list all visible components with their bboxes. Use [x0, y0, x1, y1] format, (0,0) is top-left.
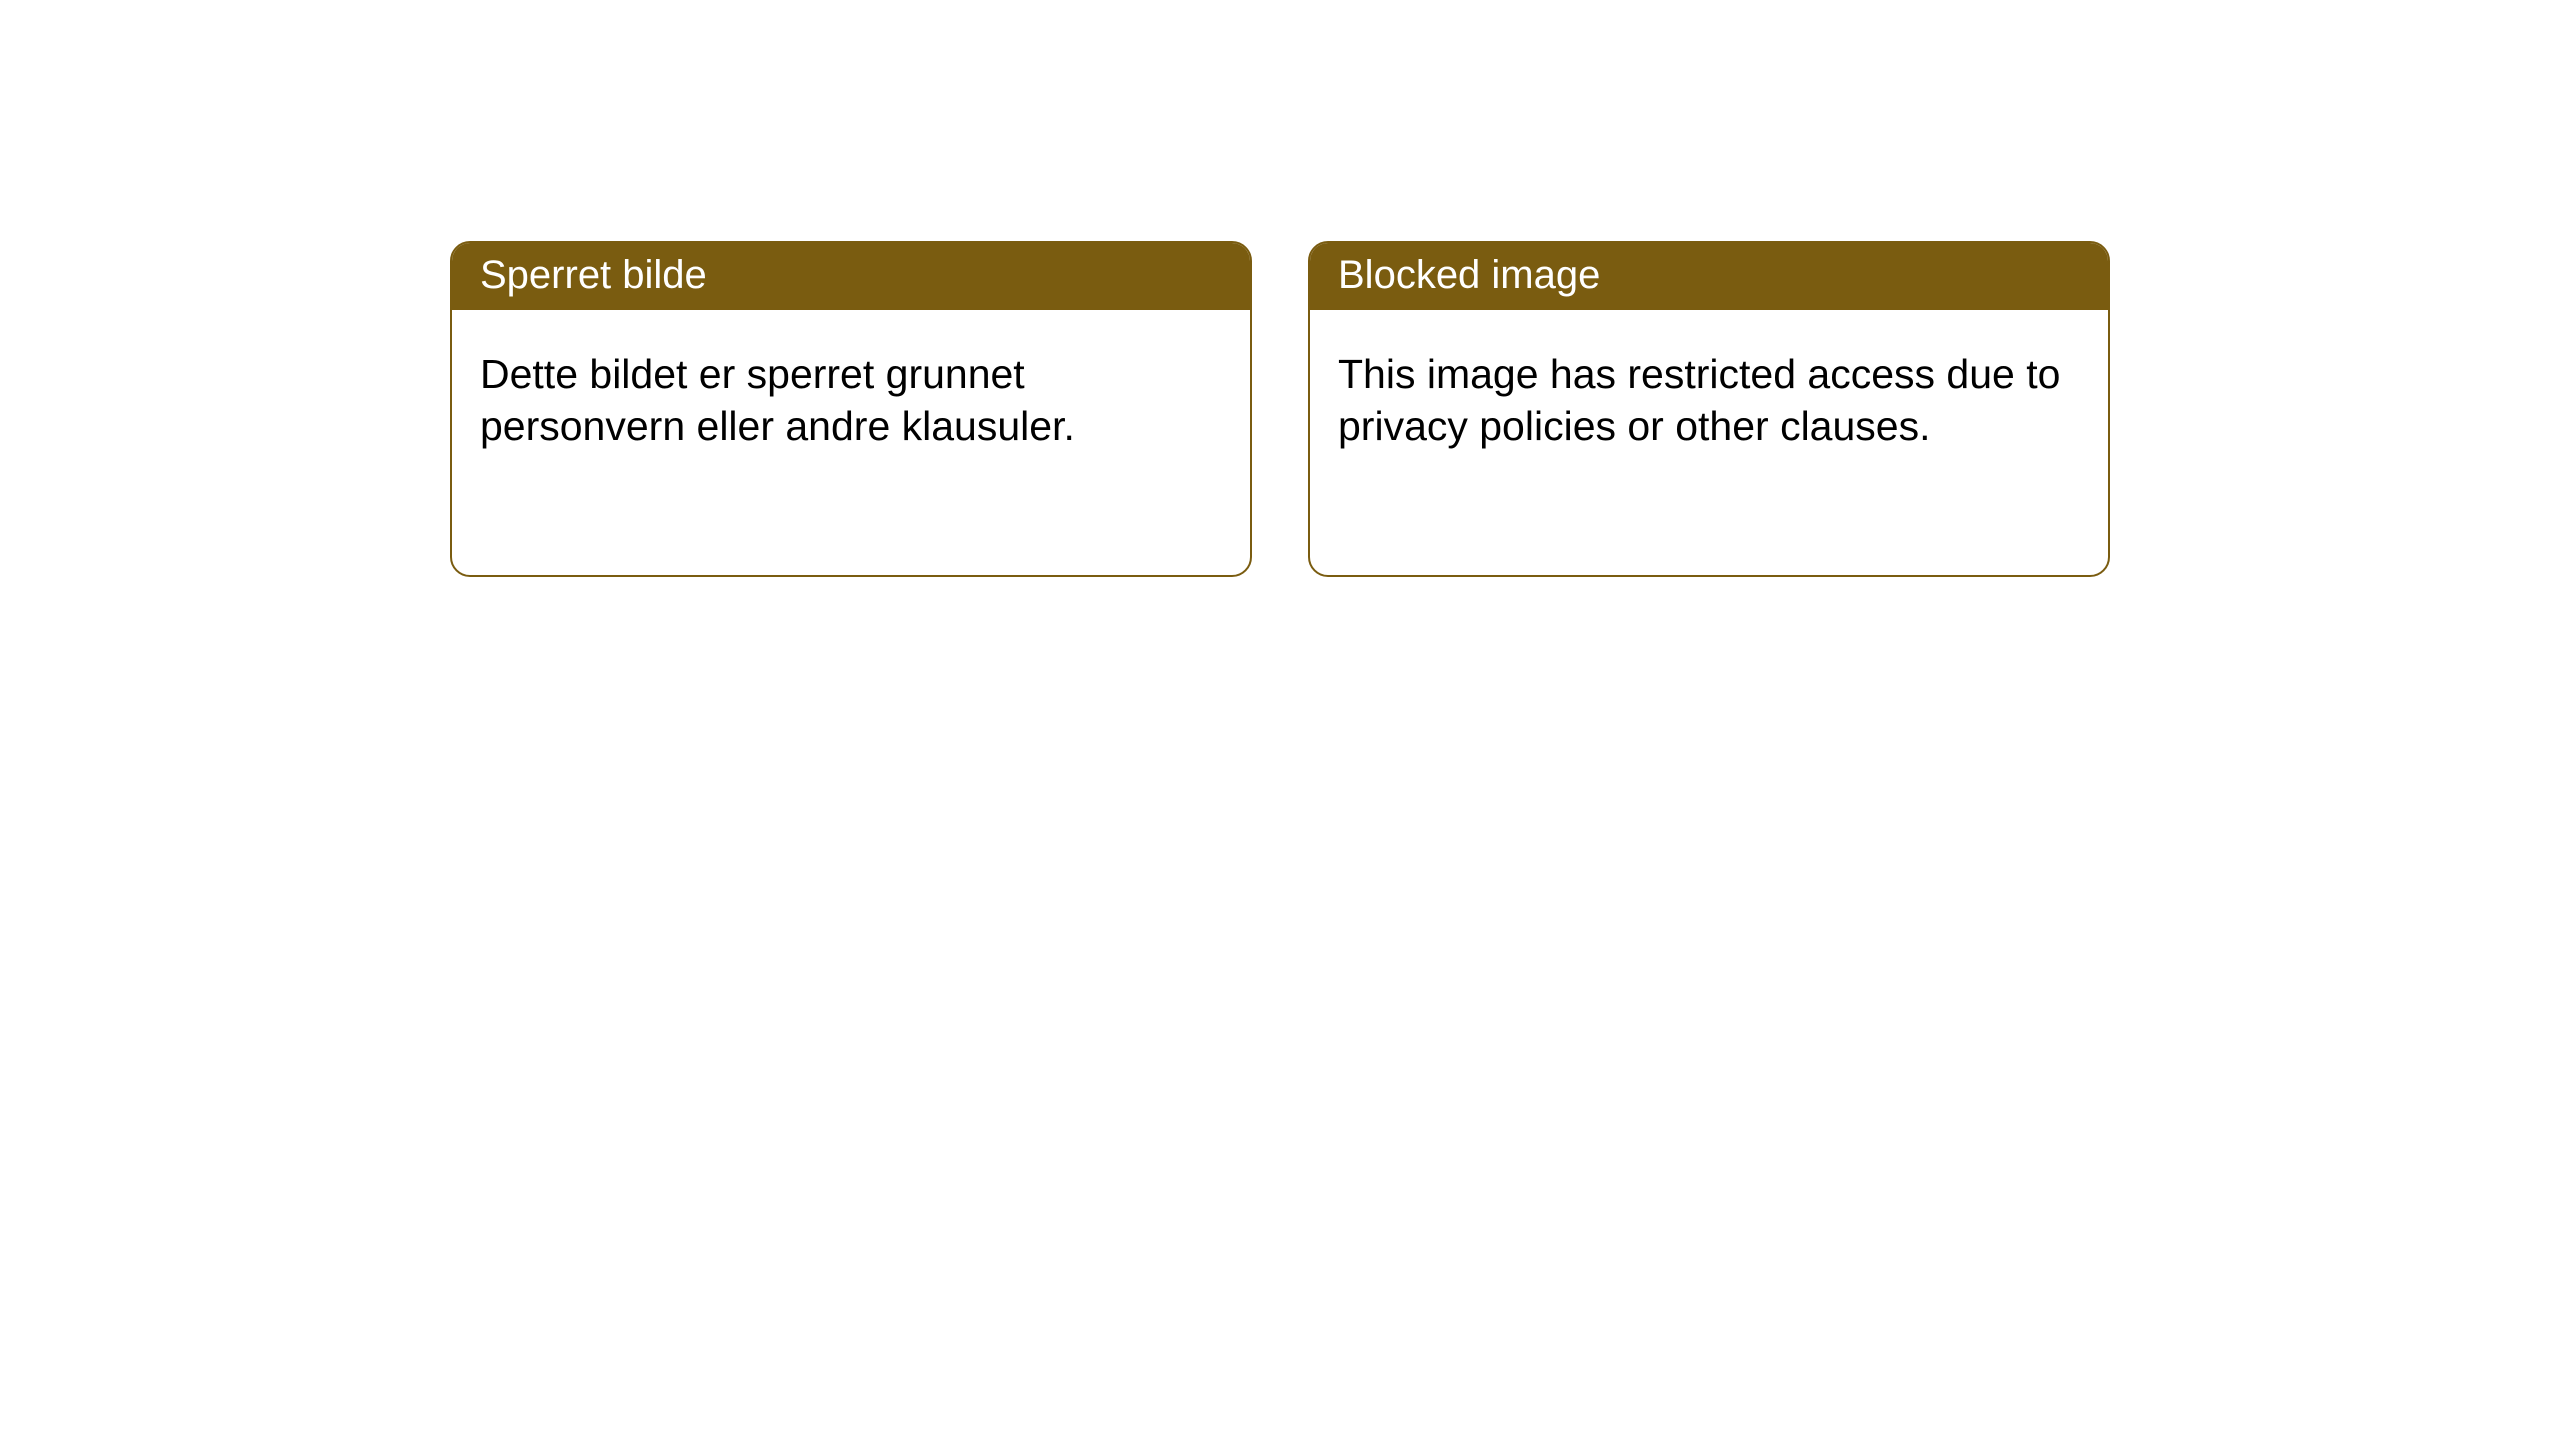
notice-header: Blocked image — [1310, 243, 2108, 310]
notice-container: Sperret bilde Dette bildet er sperret gr… — [450, 241, 2110, 577]
notice-body-text: Dette bildet er sperret grunnet personve… — [480, 351, 1075, 449]
notice-card-norwegian: Sperret bilde Dette bildet er sperret gr… — [450, 241, 1252, 577]
notice-body: This image has restricted access due to … — [1310, 310, 2108, 491]
notice-body: Dette bildet er sperret grunnet personve… — [452, 310, 1250, 491]
notice-card-english: Blocked image This image has restricted … — [1308, 241, 2110, 577]
notice-header: Sperret bilde — [452, 243, 1250, 310]
notice-body-text: This image has restricted access due to … — [1338, 351, 2060, 449]
notice-title: Sperret bilde — [480, 253, 707, 297]
notice-title: Blocked image — [1338, 253, 1600, 297]
